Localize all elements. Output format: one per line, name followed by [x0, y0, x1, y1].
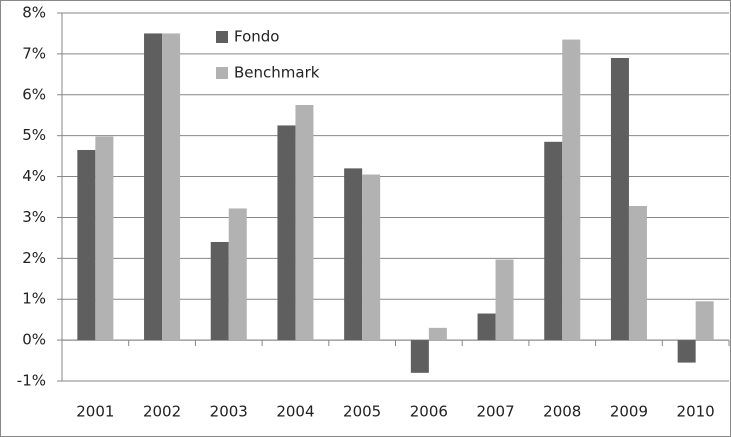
x-tick-label: 2006 [410, 403, 448, 421]
bar [295, 105, 314, 341]
x-tick-label: 2007 [476, 403, 514, 421]
y-tick-label: 6% [22, 85, 46, 103]
bar [162, 33, 181, 341]
legend-label: Fondo [234, 28, 279, 46]
y-tick-label: 3% [22, 208, 46, 226]
y-tick-label: 4% [22, 167, 46, 185]
bar [210, 241, 229, 341]
bar [562, 39, 581, 341]
x-tick-label: 2002 [143, 403, 181, 421]
x-tick-label: 2003 [210, 403, 248, 421]
y-tick-label: 5% [22, 126, 46, 144]
x-tick-label: 2004 [276, 403, 314, 421]
x-tick-label: 2001 [76, 403, 114, 421]
bar [628, 205, 647, 341]
y-tick-label: 8% [22, 4, 46, 22]
bar [677, 340, 696, 363]
bar [277, 125, 296, 341]
y-tick-label: 0% [22, 331, 46, 349]
x-tick-label: 2009 [610, 403, 648, 421]
bar [410, 340, 429, 373]
bar [344, 168, 363, 341]
legend-swatch [216, 31, 228, 43]
x-tick-label: 2010 [677, 403, 715, 421]
legend-label: Benchmark [234, 64, 320, 82]
y-tick-label: 7% [22, 44, 46, 62]
legend-swatch [216, 67, 228, 79]
bar [95, 136, 114, 341]
bar [477, 313, 496, 341]
y-tick-label: -1% [17, 372, 46, 390]
y-tick-label: 1% [22, 290, 46, 308]
bar [362, 174, 381, 341]
bar [144, 33, 163, 341]
bar [428, 327, 447, 341]
bar [77, 149, 96, 341]
bar [610, 57, 629, 341]
bar [495, 259, 514, 341]
y-tick-label: 2% [22, 249, 46, 267]
x-tick-label: 2005 [343, 403, 381, 421]
x-tick-label: 2008 [543, 403, 581, 421]
bar [544, 141, 563, 341]
bar [695, 301, 714, 341]
bar [228, 208, 247, 341]
